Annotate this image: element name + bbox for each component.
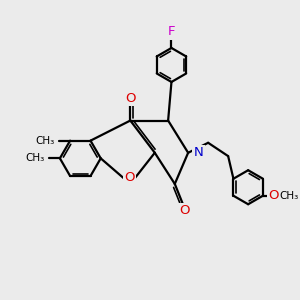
Text: CH₃: CH₃ (279, 191, 298, 201)
Text: CH₃: CH₃ (25, 153, 45, 163)
Text: O: O (179, 204, 190, 217)
Text: O: O (125, 92, 136, 105)
Text: F: F (168, 25, 175, 38)
Text: O: O (268, 189, 279, 202)
Text: N: N (194, 146, 203, 159)
Text: CH₃: CH₃ (35, 136, 55, 146)
Text: O: O (124, 171, 135, 184)
